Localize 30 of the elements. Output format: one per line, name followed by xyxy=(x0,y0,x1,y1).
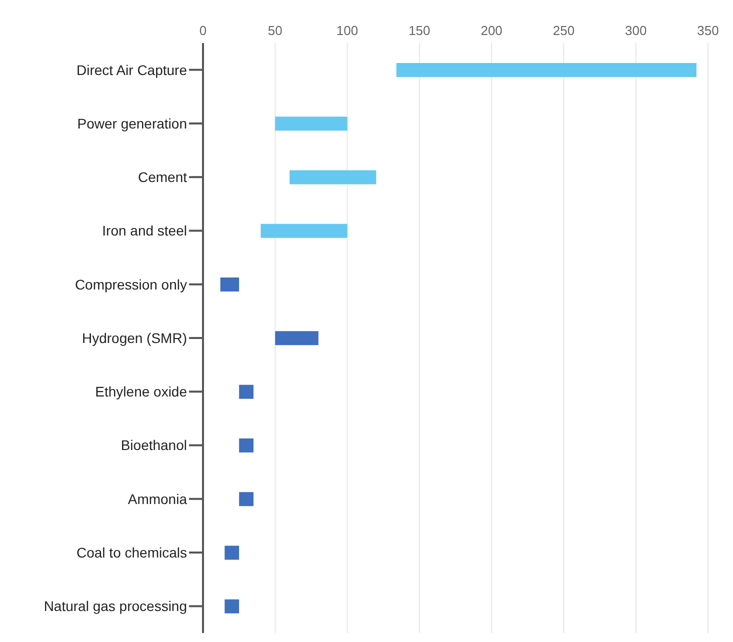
x-tick-label: 350 xyxy=(697,23,719,38)
y-tick-label: Direct Air Capture xyxy=(76,62,188,78)
y-tick-label: Bioethanol xyxy=(120,437,187,454)
y-tick-label: Ethylene oxide xyxy=(95,384,188,400)
x-tick-label: 250 xyxy=(552,23,575,38)
y-tick-label: Coal to chemicals xyxy=(76,544,187,561)
bar xyxy=(275,331,318,346)
y-tick-label: Cement xyxy=(138,169,188,186)
bar xyxy=(260,224,348,238)
y-tick-label: Power generation xyxy=(77,115,187,132)
bar xyxy=(290,170,376,184)
y-tick-label: Ammonia xyxy=(128,490,188,507)
x-tick-label: 50 xyxy=(268,23,282,38)
y-tick-label: Hydrogen (SMR) xyxy=(82,330,187,346)
x-tick-label: 150 xyxy=(408,23,430,38)
bar xyxy=(275,116,348,131)
x-tick-label: 200 xyxy=(480,23,502,38)
x-tick-label: 300 xyxy=(625,23,647,38)
bar xyxy=(396,63,696,77)
y-tick-label: Compression only xyxy=(74,276,187,292)
bar xyxy=(239,438,254,452)
bar xyxy=(239,492,254,506)
bar xyxy=(239,384,254,399)
x-tick-label: 0 xyxy=(199,23,207,38)
bar xyxy=(224,599,240,614)
bar xyxy=(220,278,240,292)
x-tick-label: 100 xyxy=(336,23,358,38)
bar xyxy=(224,546,240,560)
y-tick-label: Natural gas processing xyxy=(44,598,187,614)
y-tick-label: Iron and steel xyxy=(102,222,187,239)
